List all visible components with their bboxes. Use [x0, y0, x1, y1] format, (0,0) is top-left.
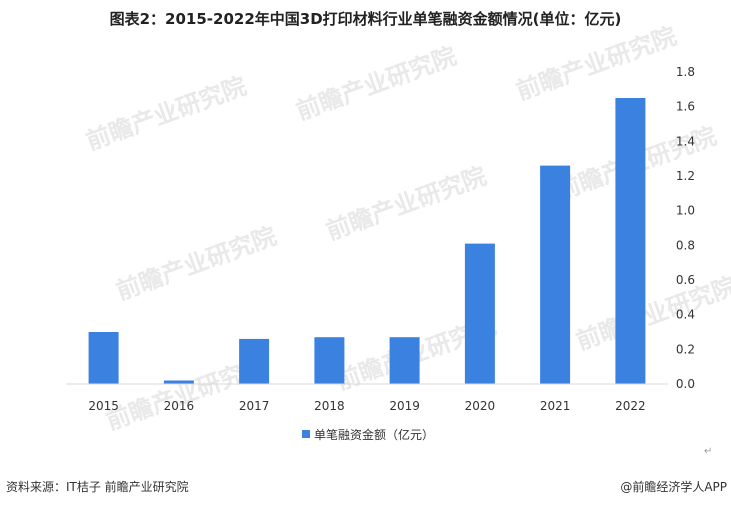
brand-credit: @前瞻经济学人APP — [620, 480, 727, 494]
y-tick-label: 0.6 — [676, 273, 695, 287]
watermark: 前瞻产业研究院 — [292, 42, 459, 126]
bar-2015 — [88, 332, 119, 384]
watermark: 前瞻产业研究院 — [112, 222, 279, 306]
x-tick-label-2018: 2018 — [314, 399, 345, 413]
x-tick-label-2021: 2021 — [540, 399, 571, 413]
y-tick-label: 0.4 — [676, 308, 695, 322]
legend-label: 单笔融资金额（亿元） — [314, 427, 434, 442]
x-tick-label-2020: 2020 — [465, 399, 496, 413]
y-tick-label: 1.0 — [676, 204, 695, 218]
chart-title: 图表2：2015-2022年中国3D打印材料行业单笔融资金额情况(单位：亿元) — [109, 10, 622, 28]
bar-2018 — [314, 337, 345, 384]
bar-2022 — [615, 98, 646, 384]
watermark: 前瞻产业研究院 — [572, 272, 731, 356]
y-tick-label: 1.6 — [676, 100, 695, 114]
y-tick-label: 0.8 — [676, 238, 695, 252]
return-mark: ↵ — [704, 446, 713, 457]
y-tick-label: 1.8 — [676, 65, 695, 79]
bars-group — [88, 98, 646, 384]
bar-2020 — [464, 243, 495, 384]
y-tick-label: 1.2 — [676, 169, 695, 183]
x-tick-label-2016: 2016 — [164, 399, 195, 413]
y-tick-label: 1.4 — [676, 134, 695, 148]
bar-2019 — [389, 337, 420, 384]
bar-2021 — [540, 165, 571, 384]
bar-2017 — [239, 338, 270, 384]
legend: 单笔融资金额（亿元） — [302, 427, 434, 442]
watermark: 前瞻产业研究院 — [82, 72, 249, 156]
x-tick-label-2015: 2015 — [88, 399, 119, 413]
y-tick-labels: 0.0 0.2 0.4 0.6 0.8 1.0 1.2 1.4 1.6 1.8 — [676, 65, 695, 391]
source-note: 资料来源：IT桔子 前瞻产业研究院 — [6, 480, 189, 494]
bar-2016 — [163, 380, 194, 384]
x-tick-labels: 2015 2016 2017 2018 2019 2020 2021 2022 — [88, 399, 645, 413]
watermark: 前瞻产业研究院 — [512, 22, 679, 106]
watermark: 前瞻产业研究院 — [322, 162, 489, 246]
x-tick-label-2022: 2022 — [615, 399, 646, 413]
x-tick-label-2017: 2017 — [239, 399, 270, 413]
legend-swatch — [302, 430, 310, 438]
y-tick-label: 0.2 — [676, 342, 695, 356]
y-tick-label: 0.0 — [676, 377, 695, 391]
bar-chart: 前瞻产业研究院 前瞻产业研究院 前瞻产业研究院前瞻产业研究院前瞻产业研究院前瞻产业研… — [66, 22, 731, 442]
x-tick-label-2019: 2019 — [389, 399, 420, 413]
